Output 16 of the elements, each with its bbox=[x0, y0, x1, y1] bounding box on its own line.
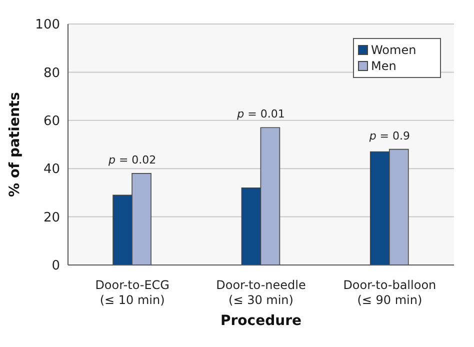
annotation: p = 0.01 bbox=[236, 108, 285, 121]
legend-label: Men bbox=[371, 58, 396, 74]
y-tick-label: 40 bbox=[43, 162, 60, 178]
x-tick-label: Door-to-ECG (≤ 10 min) bbox=[95, 278, 170, 307]
annotation: p = 0.9 bbox=[368, 129, 410, 142]
x-tick-label: Door-to-balloon (≤ 90 min) bbox=[343, 278, 436, 307]
y-tick-label: 20 bbox=[43, 210, 60, 226]
legend-label: Women bbox=[371, 42, 416, 58]
x-axis-title: Procedure bbox=[220, 313, 302, 329]
y-tick-label: 80 bbox=[43, 66, 60, 81]
y-axis-title: % of patients bbox=[6, 92, 23, 197]
y-tick-label: 100 bbox=[35, 18, 60, 33]
y-tick-label: 0 bbox=[52, 258, 60, 274]
annotation: p = 0.02 bbox=[107, 153, 156, 166]
y-tick-label: 60 bbox=[43, 114, 60, 130]
x-tick-label: Door-to-needle (≤ 30 min) bbox=[216, 278, 306, 307]
